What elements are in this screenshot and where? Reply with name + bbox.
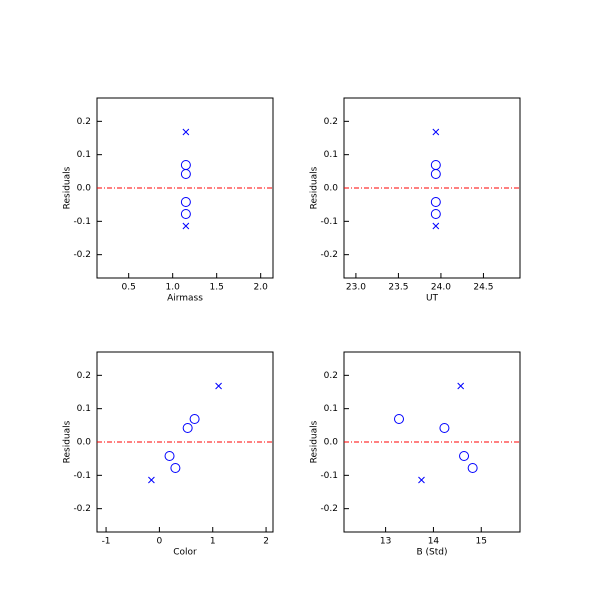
y-axis-label: Residuals [310,420,320,463]
x-tick-label: 0.5 [122,283,136,293]
point-circle [180,169,191,179]
x-axis-label: B (Std) [416,548,447,558]
x-tick-label: 24.0 [431,283,451,293]
y-tick-label: 0.1 [324,150,338,160]
y-tick-label: -0.1 [73,471,91,481]
y-tick-label: 0.1 [77,150,91,160]
x-tick-label: 23.0 [346,283,366,293]
point-circle [182,423,193,433]
x-tick-label: 23.5 [388,283,408,293]
point-cross [182,222,190,230]
x-tick-label: 15 [476,537,487,547]
y-tick-label: -0.2 [73,250,91,260]
point-circle [189,414,200,424]
x-tick-label: 2 [263,537,269,547]
x-tick-label: 24.5 [473,283,493,293]
y-tick-label: 0.2 [77,371,91,381]
point-cross [182,128,190,136]
y-axis-label: Residuals [310,166,320,209]
y-tick-label: 0.0 [77,438,92,448]
y-tick-label: 0.2 [324,117,338,127]
x-tick-label: 1.5 [210,283,224,293]
y-tick-label: -0.2 [320,250,338,260]
point-cross [418,476,425,484]
y-tick-label: 0.2 [324,371,338,381]
x-tick-label: 0 [157,537,163,547]
y-tick-label: 0.1 [324,404,338,414]
x-axis-label: UT [426,294,439,304]
point-circle [394,414,404,424]
point-cross [148,476,155,484]
y-tick-label: -0.2 [73,504,91,514]
y-tick-label: -0.1 [320,217,338,227]
y-tick-label: -0.2 [320,504,338,514]
y-tick-label: -0.1 [320,471,338,481]
point-cross [432,222,440,230]
x-tick-label: -1 [102,537,111,547]
point-circle [430,209,441,219]
point-circle [430,169,441,179]
x-axis-label: Color [173,548,197,558]
point-cross [457,382,465,390]
x-tick-label: 1 [210,537,216,547]
point-cross [215,382,222,390]
point-circle [180,197,191,207]
x-tick-label: 13 [380,537,391,547]
x-tick-label: 14 [428,537,440,547]
point-circle [170,463,181,473]
point-circle [467,463,478,473]
point-circle [439,423,450,433]
point-circle [180,209,191,219]
y-tick-label: 0.0 [324,184,339,194]
y-tick-label: 0.1 [77,404,91,414]
point-cross [432,128,440,136]
point-circle [459,451,470,461]
y-axis-label: Residuals [63,166,73,209]
x-tick-label: 1.0 [166,283,181,293]
y-tick-label: 0.0 [77,184,92,194]
point-circle [164,451,175,461]
x-axis-label: Airmass [167,294,203,304]
y-axis-label: Residuals [63,420,73,463]
y-tick-label: 0.2 [77,117,91,127]
point-circle [180,160,191,170]
y-tick-label: 0.0 [324,438,339,448]
point-circle [430,160,441,170]
x-tick-label: 2.0 [254,283,269,293]
point-circle [430,197,441,207]
y-tick-label: -0.1 [73,217,91,227]
